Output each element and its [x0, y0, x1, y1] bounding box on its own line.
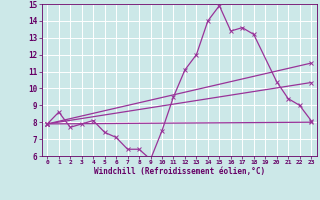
- X-axis label: Windchill (Refroidissement éolien,°C): Windchill (Refroidissement éolien,°C): [94, 167, 265, 176]
